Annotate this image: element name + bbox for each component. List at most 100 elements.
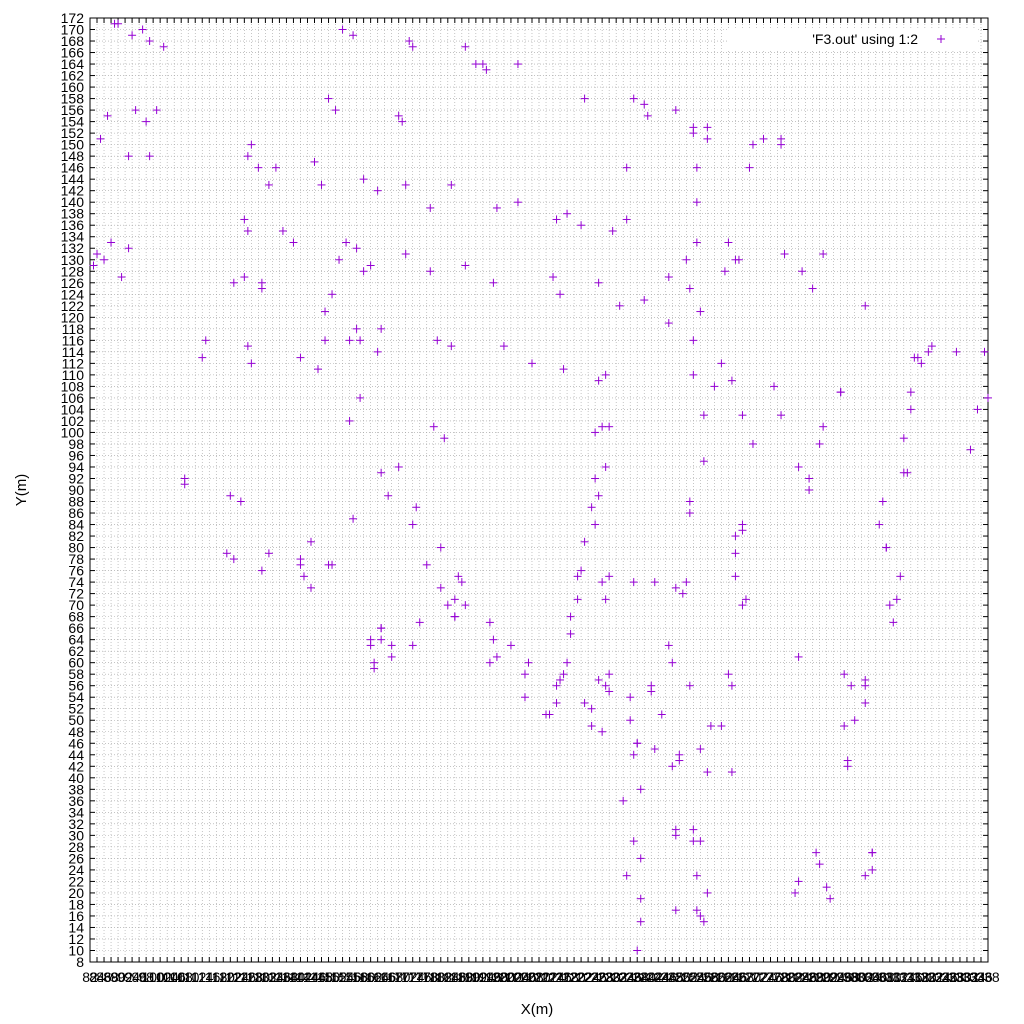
data-point xyxy=(664,273,673,282)
data-point xyxy=(815,860,824,869)
data-point xyxy=(710,382,719,391)
x-tick-label: 154 xyxy=(331,969,355,985)
data-point xyxy=(556,290,565,299)
data-point xyxy=(703,888,712,897)
data-point xyxy=(671,831,680,840)
x-tick-label: 178 xyxy=(415,969,439,985)
data-point xyxy=(745,163,754,172)
data-point xyxy=(794,462,803,471)
y-tick-label: 76 xyxy=(68,563,84,579)
data-point xyxy=(89,261,98,270)
y-axis-label: Y(m) xyxy=(13,474,30,507)
legend: 'F3.out' using 1:2 xyxy=(728,28,978,50)
data-point xyxy=(426,203,435,212)
y-tick-label: 50 xyxy=(68,712,84,728)
x-tick-label: 320 xyxy=(913,969,937,985)
x-tick-label: 242 xyxy=(640,969,664,985)
data-point xyxy=(724,238,733,247)
x-tick-label: 276 xyxy=(759,969,783,985)
y-tick-label: 16 xyxy=(68,908,84,924)
x-tick-label: 316 xyxy=(899,969,923,985)
x-tick-label: 88 xyxy=(103,969,119,985)
data-point xyxy=(321,336,330,345)
y-tick-label: 156 xyxy=(61,102,85,118)
x-tick-label: 292 xyxy=(815,969,839,985)
data-point xyxy=(461,42,470,51)
data-point xyxy=(622,871,631,880)
data-point xyxy=(917,359,926,368)
y-tick-label: 124 xyxy=(61,286,85,302)
x-tick-label: 338 xyxy=(976,969,1000,985)
x-tick-label: 284 xyxy=(787,969,811,985)
data-point xyxy=(264,549,273,558)
data-point xyxy=(903,468,912,477)
data-point xyxy=(366,261,375,270)
y-tick-label: 96 xyxy=(68,447,84,463)
y-tick-label: 160 xyxy=(61,79,85,95)
y-tick-label: 14 xyxy=(68,919,84,935)
x-tick-label: 250 xyxy=(668,969,692,985)
data-point xyxy=(629,94,638,103)
data-point xyxy=(657,710,666,719)
y-tick-label: 148 xyxy=(61,148,85,164)
data-point xyxy=(696,911,705,920)
x-tick-label: 116 xyxy=(198,969,221,985)
data-point xyxy=(254,163,263,172)
x-tick-label: 266 xyxy=(724,969,748,985)
data-point xyxy=(520,693,529,702)
x-tick-label: 102 xyxy=(148,969,172,985)
data-point xyxy=(777,140,786,149)
y-tick-label: 98 xyxy=(68,436,84,452)
x-tick-label: 214 xyxy=(541,969,565,985)
data-point xyxy=(93,250,102,258)
y-tick-label: 56 xyxy=(68,678,84,694)
data-point xyxy=(573,595,582,604)
data-point xyxy=(889,618,898,627)
x-tick-label: 258 xyxy=(696,969,720,985)
data-point xyxy=(594,278,603,287)
data-point xyxy=(840,722,849,730)
y-tick-label: 140 xyxy=(61,194,85,210)
data-point xyxy=(601,681,610,690)
x-tick-label: 280 xyxy=(773,969,797,985)
data-point xyxy=(142,117,151,126)
y-tick-label: 170 xyxy=(61,22,85,38)
x-tick-label: 136 xyxy=(268,969,292,985)
data-point xyxy=(373,347,382,356)
data-point xyxy=(527,359,536,368)
x-tick-label: 268 xyxy=(731,969,755,985)
y-tick-label: 112 xyxy=(62,355,85,371)
data-point xyxy=(622,163,631,172)
x-tick-label: 198 xyxy=(485,969,509,985)
data-point xyxy=(591,428,600,437)
data-point xyxy=(278,226,287,235)
y-tick-label: 94 xyxy=(68,459,84,475)
x-tick-label: 112 xyxy=(184,969,207,985)
data-point xyxy=(868,865,877,874)
y-tick-label: 138 xyxy=(61,206,85,222)
data-point xyxy=(861,698,870,707)
data-point xyxy=(647,687,656,696)
data-point xyxy=(124,152,133,161)
data-point xyxy=(247,140,256,149)
data-point xyxy=(559,670,568,679)
data-point xyxy=(342,238,351,247)
x-tick-label: 296 xyxy=(829,969,853,985)
data-point xyxy=(731,572,740,581)
x-tick-label: 164 xyxy=(366,969,390,985)
data-point xyxy=(356,393,365,402)
x-tick-label: 172 xyxy=(394,969,418,985)
data-point xyxy=(819,422,828,431)
y-tick-label: 146 xyxy=(61,160,85,176)
x-tick-label: 274 xyxy=(752,969,776,985)
data-point xyxy=(310,157,319,166)
x-tick-label: 222 xyxy=(569,969,593,985)
data-point xyxy=(229,278,238,287)
data-point xyxy=(899,434,908,443)
data-point xyxy=(741,595,750,604)
data-point xyxy=(433,336,442,345)
data-point xyxy=(720,267,729,276)
x-tick-label: 298 xyxy=(836,969,860,985)
